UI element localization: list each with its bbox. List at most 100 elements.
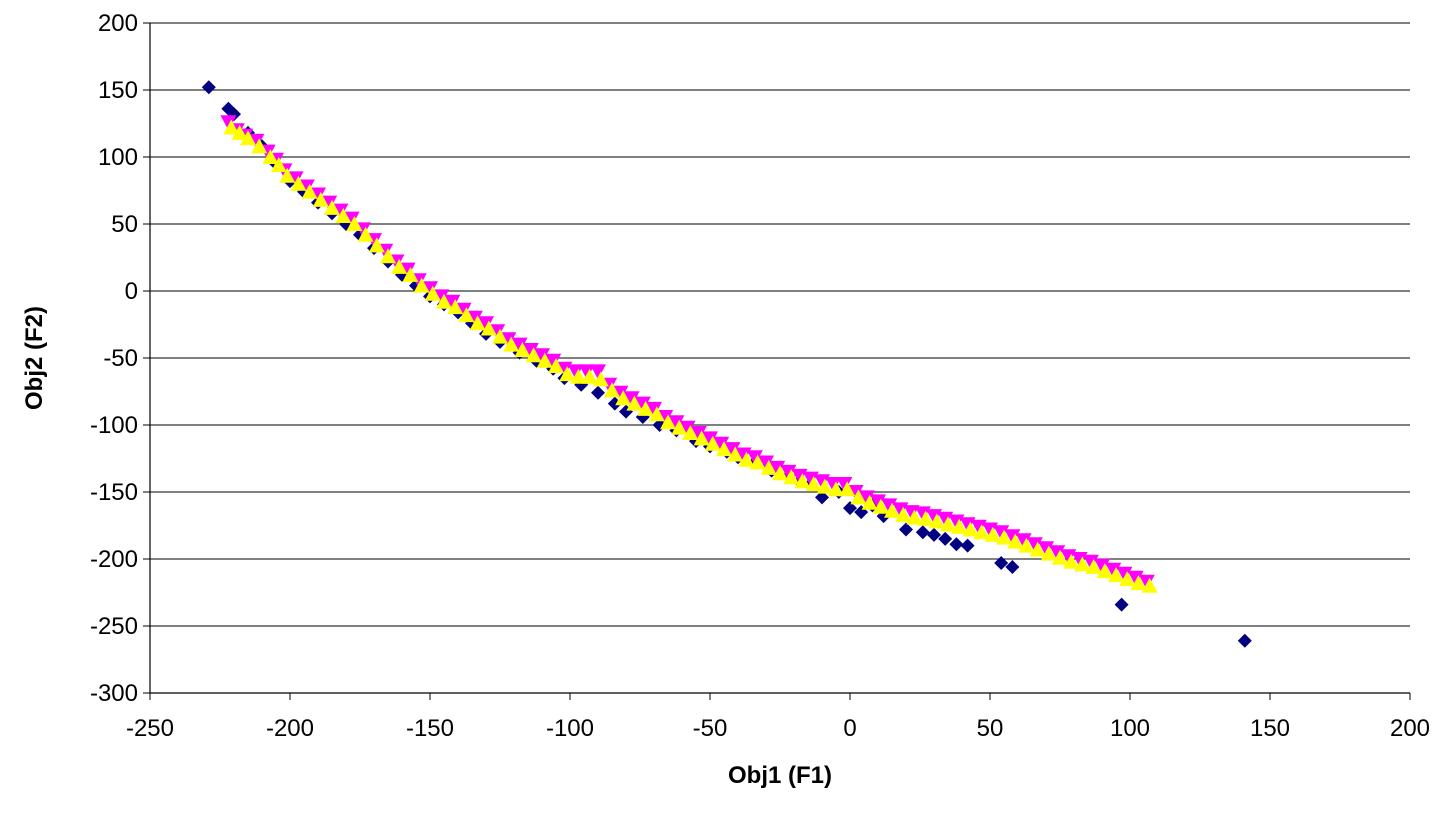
triangle-down-point [1105,562,1122,578]
triangle-up-point [962,521,979,537]
triangle-down-point [1138,574,1155,590]
triangle-down-point [433,289,450,305]
triangle-up-point [872,498,889,514]
triangle-down-point [847,485,864,500]
x-tick-label: 100 [1110,715,1150,742]
triangle-up-point [996,529,1012,545]
triangle-up-point [391,258,408,274]
y-tick-label: -50 [103,345,138,372]
triangle-up-point [480,320,497,336]
diamond-point [994,556,1009,570]
triangle-down-point [657,410,674,425]
triangle-down-point [881,498,898,514]
triangle-down-point [690,426,707,441]
triangle-down-point [623,391,640,407]
y-tick-label: -150 [90,479,138,506]
triangle-up-point [850,489,867,505]
diamond-point [591,385,605,400]
diamond-point [201,80,216,95]
triangle-up-point [951,518,968,534]
triangle-up-point [559,366,576,382]
triangle-up-point [783,469,800,485]
triangle-down-point [870,494,886,510]
triangle-up-point [805,476,822,491]
triangle-up-point [749,454,766,470]
triangle-up-point [604,382,620,398]
triangle-down-point [1038,541,1054,557]
x-tick-labels: -250 -200 -150 -100 -50 0 50 100 150 200 [126,715,1430,742]
triangle-up-point [1029,541,1046,557]
triangle-up-point [570,368,587,384]
triangle-down-point [444,294,461,310]
triangle-up-point [402,266,419,282]
x-tick-label: 150 [1250,715,1290,742]
triangle-up-point [413,277,430,293]
triangle-down-point [578,364,595,380]
y-tick-labels: -300 -250 -200 -150 -100 -50 0 50 100 150 200 [90,10,138,707]
triangle-down-point [1082,554,1099,570]
triangle-down-point [455,302,472,318]
triangle-down-point [287,171,304,187]
triangle-up-point [357,226,374,242]
triangle-down-point [825,477,842,492]
triangle-up-point [906,509,923,525]
triangle-up-point [917,510,934,526]
y-tick-label: 50 [111,211,138,238]
triangle-up-point [660,414,676,430]
x-tick-label: -100 [546,715,594,742]
triangle-up-point [884,502,900,518]
triangle-up-point [895,506,912,522]
triangle-up-point [262,149,279,164]
triangle-down-point [332,203,349,219]
triangle-up-point [324,199,340,215]
triangle-up-point [973,524,990,540]
triangle-up-point [251,138,268,154]
y-tick-label: -100 [90,412,138,439]
triangle-down-point [545,353,562,369]
triangle-up-point [1063,553,1080,569]
triangle-down-point [769,460,786,476]
triangle-up-point [231,124,248,140]
triangle-up-point [928,513,945,529]
axes [143,22,1411,700]
triangle-down-point [422,281,438,297]
triangle-down-point [746,450,763,466]
y-tick-label: 150 [98,77,138,104]
triangle-up-point [581,368,598,384]
diamond-point [1114,597,1129,612]
triangle-up-point [716,441,732,457]
triangle-down-point [1127,570,1144,586]
triangle-up-point [270,157,287,172]
triangle-down-point [1026,537,1043,553]
triangle-up-point [839,481,856,497]
diamond-point [1005,560,1020,574]
diamond-point [1237,633,1252,648]
y-axis-title: Obj2 (F2) [21,306,48,410]
triangle-down-point [567,364,584,380]
triangle-down-point [702,431,718,447]
triangle-up-point [682,425,699,440]
triangle-up-point [1040,545,1057,561]
triangle-up-point [738,451,755,467]
diamond-point [915,525,930,540]
triangle-up-point [368,237,385,253]
triangle-up-point [492,328,508,344]
triangle-down-point [634,396,651,412]
triangle-up-point [861,494,878,510]
triangle-down-point [500,332,517,348]
triangle-up-point [346,216,363,231]
x-tick-label: -150 [406,715,454,742]
triangle-up-point [1007,533,1024,549]
triangle-up-point [626,395,643,411]
triangle-up-point [1108,567,1124,583]
triangle-down-point [1049,545,1066,561]
gridlines [150,22,1410,627]
triangle-up-point [1074,556,1091,572]
triangle-up-point [592,371,609,387]
triangle-up-point [1052,549,1068,565]
triangle-down-point [646,401,662,417]
triangle-down-point [858,490,875,506]
triangle-down-point [298,179,315,195]
triangle-up-point [615,390,632,406]
